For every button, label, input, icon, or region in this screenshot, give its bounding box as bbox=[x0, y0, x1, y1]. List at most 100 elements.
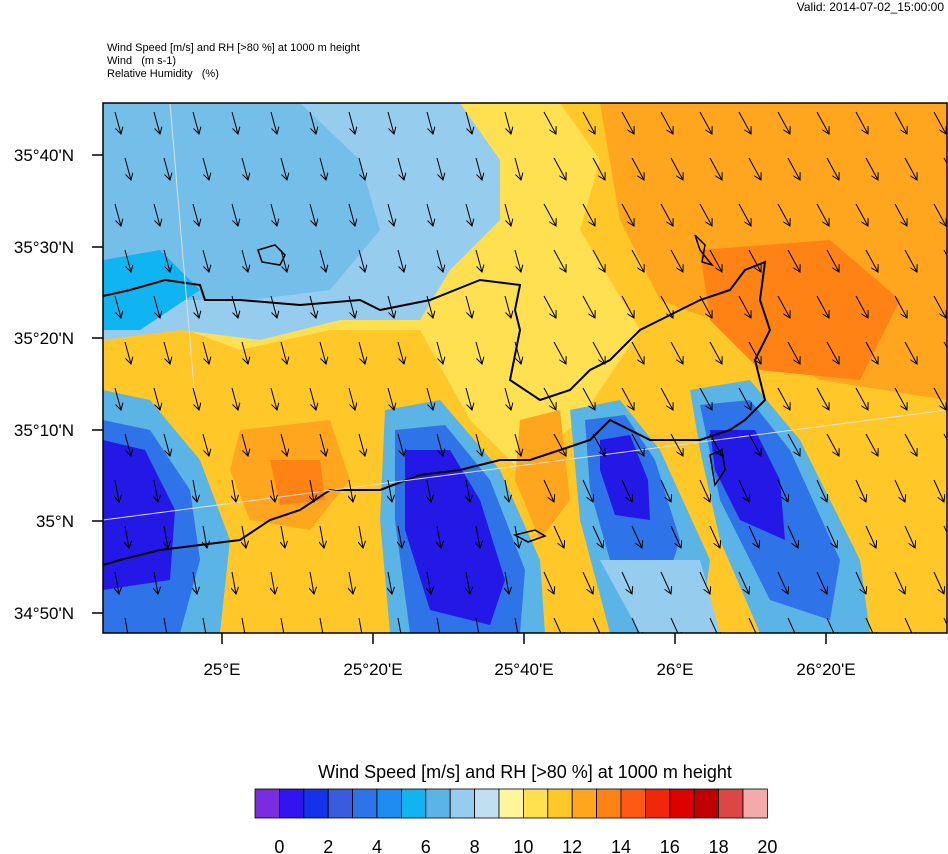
wind-arrow bbox=[699, 571, 710, 594]
wind-arrow bbox=[894, 111, 907, 134]
wind-arrow bbox=[904, 617, 915, 633]
wind-arrow bbox=[933, 203, 946, 226]
wind-arrow bbox=[709, 157, 722, 180]
wind-arrow bbox=[348, 111, 355, 134]
wind-arrow bbox=[348, 203, 355, 226]
wind-arrow bbox=[242, 525, 246, 548]
wind-arrow bbox=[475, 433, 482, 456]
color-swatch bbox=[449, 788, 476, 819]
lon-label-2: 25°20'E bbox=[343, 660, 402, 679]
wind-arrow bbox=[309, 203, 316, 226]
wind-arrow bbox=[271, 479, 275, 502]
wind-arrow bbox=[193, 479, 197, 502]
wind-arrow bbox=[904, 249, 917, 272]
wind-arrow bbox=[153, 203, 160, 226]
wind-arrow bbox=[349, 479, 353, 502]
wind-arrow bbox=[865, 433, 878, 456]
wind-arrow bbox=[748, 157, 761, 180]
wind-arrow bbox=[631, 617, 642, 633]
wind-arrow bbox=[894, 479, 905, 502]
lat-label-1: 35°40'N bbox=[14, 146, 74, 165]
wind-arrow bbox=[699, 479, 710, 502]
wind-arrow bbox=[826, 433, 839, 456]
wind-arrow bbox=[709, 525, 720, 548]
wind-arrow bbox=[738, 203, 751, 226]
wind-arrow bbox=[504, 295, 511, 318]
wind-arrow bbox=[192, 111, 199, 134]
wind-arrow bbox=[553, 157, 566, 180]
lat-label-3: 35°20'N bbox=[14, 329, 74, 348]
wind-arrow bbox=[865, 525, 876, 548]
wind-arrow bbox=[358, 341, 365, 364]
wind-arrow bbox=[192, 295, 199, 318]
wind-arrow bbox=[476, 617, 480, 633]
wind-arrow bbox=[748, 433, 761, 456]
light-patch-south bbox=[600, 560, 720, 633]
plot-title: Wind Speed [m/s] and RH [>80 %] at 1000 … bbox=[107, 42, 360, 54]
wind-arrow bbox=[232, 571, 236, 594]
wind-arrow bbox=[943, 433, 947, 441]
color-swatch bbox=[400, 788, 427, 819]
wind-arrow bbox=[359, 525, 363, 548]
wind-arrow bbox=[271, 571, 275, 594]
orange-patch-mid bbox=[515, 410, 570, 540]
color-bar-tick-label: 10 bbox=[513, 837, 533, 854]
wind-arrow bbox=[855, 571, 866, 594]
wind-arrow bbox=[436, 249, 443, 272]
wind-arrow bbox=[621, 571, 632, 594]
wind-arrow bbox=[270, 111, 277, 134]
wind-arrow bbox=[309, 111, 316, 134]
wind-arrow bbox=[270, 295, 277, 318]
wind-arrow bbox=[397, 341, 404, 364]
wind-arrow bbox=[319, 157, 326, 180]
wind-arrow bbox=[164, 617, 168, 633]
wind-arrow bbox=[543, 571, 554, 594]
wind-arrow bbox=[319, 249, 326, 272]
wind-arrow bbox=[855, 111, 868, 134]
wind-arrow bbox=[310, 571, 314, 594]
color-bar-tick-label: 6 bbox=[421, 837, 431, 854]
wind-arrow bbox=[865, 617, 876, 633]
wind-arrow bbox=[514, 157, 521, 180]
wind-arrow bbox=[115, 479, 119, 502]
wind-arrow bbox=[582, 111, 595, 134]
color-bar-labels: 0 2 4 6 8 10 12 14 16 18 20 bbox=[274, 837, 777, 854]
wind-arrow bbox=[164, 525, 168, 548]
wind-arrow bbox=[699, 203, 712, 226]
wind-arrow bbox=[203, 525, 207, 548]
wind-arrow bbox=[631, 249, 644, 272]
wind-arrow bbox=[787, 617, 798, 633]
wind-arrow bbox=[124, 433, 131, 456]
wind-arrow bbox=[504, 111, 511, 134]
lon-label-5: 26°20'E bbox=[796, 660, 855, 679]
wind-arrow bbox=[241, 433, 248, 456]
wind-arrow bbox=[115, 571, 119, 594]
wind-arrow bbox=[748, 525, 759, 548]
wind-arrow bbox=[631, 341, 644, 364]
wind-arrow bbox=[163, 249, 170, 272]
wind-arrow bbox=[437, 525, 441, 548]
wind-arrow bbox=[660, 479, 671, 502]
plot-frame bbox=[102, 102, 948, 634]
wind-arrow bbox=[660, 571, 671, 594]
wind-arrow bbox=[699, 387, 712, 410]
wind-arrow bbox=[153, 295, 160, 318]
wind-arrow bbox=[125, 617, 129, 633]
wind-arrow bbox=[514, 433, 521, 456]
wind-arrow bbox=[592, 525, 603, 548]
wind-arrow bbox=[387, 111, 394, 134]
wind-arrow bbox=[933, 571, 944, 594]
wind-arrow bbox=[154, 571, 158, 594]
wind-arrow bbox=[124, 157, 131, 180]
wind-arrow bbox=[202, 249, 209, 272]
wind-arrow bbox=[387, 295, 394, 318]
wind-arrow bbox=[582, 295, 595, 318]
wind-arrow bbox=[816, 203, 829, 226]
wind-arrow bbox=[358, 157, 365, 180]
wind-arrow bbox=[738, 111, 751, 134]
wind-arrow bbox=[816, 479, 827, 502]
wind-arrow bbox=[894, 203, 907, 226]
wind-arrow bbox=[933, 387, 946, 410]
wind-arrow bbox=[933, 111, 946, 134]
color-bar-tick-label: 4 bbox=[372, 837, 382, 854]
